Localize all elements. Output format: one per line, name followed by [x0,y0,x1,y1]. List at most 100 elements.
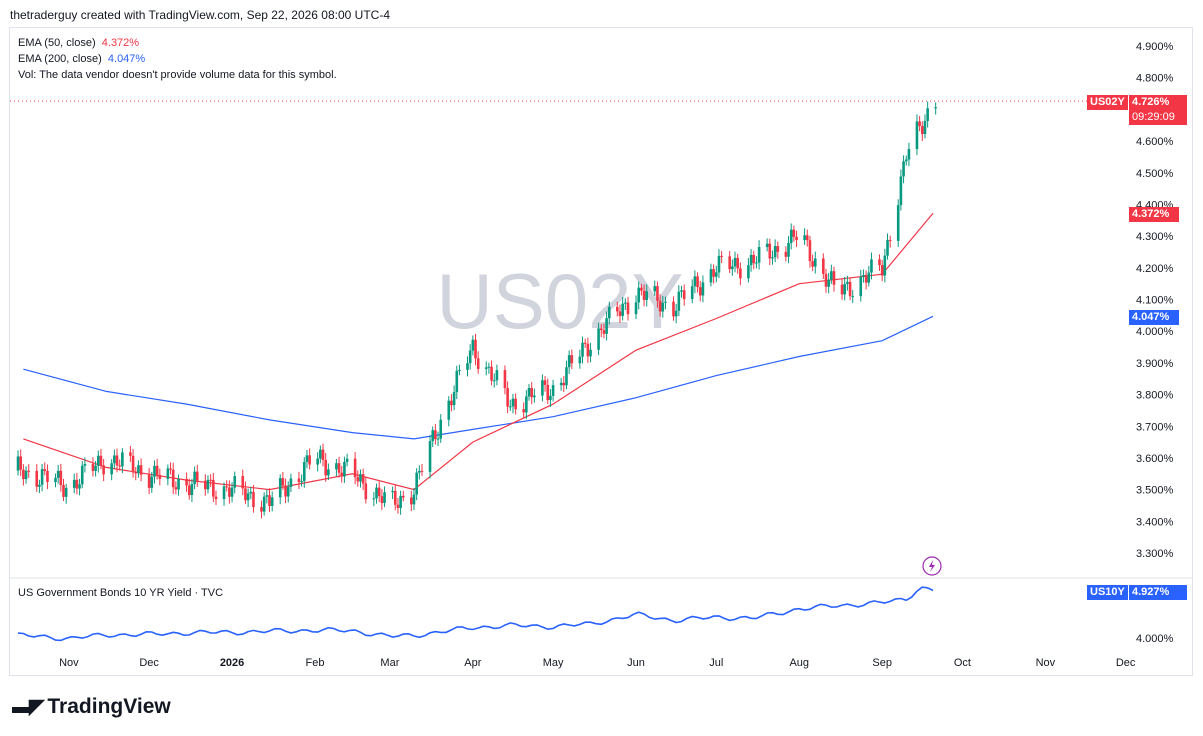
us10y-line [17,586,934,642]
candle [353,451,357,485]
candle [559,377,563,391]
candle [658,294,662,317]
candle [147,468,151,495]
ema50-value: 4.372% [101,37,140,49]
candle [38,479,41,493]
ema50-label: EMA (50, close) [18,37,96,49]
candle [281,471,285,490]
x-tick-label: Jun [627,657,645,669]
candle [492,373,496,388]
candle [583,338,587,348]
candle [434,424,437,445]
tradingview-logo-icon: ▬◤ [12,696,44,718]
candle [805,229,809,247]
candle [618,304,622,323]
candle [43,462,47,476]
candle [383,486,386,508]
candle [129,445,132,462]
candle [503,365,507,395]
candle [840,279,844,300]
candle [506,381,509,414]
candle [637,281,641,310]
x-tick-label: Dec [1116,657,1136,669]
candle [864,270,868,290]
candle [642,284,646,307]
candle [102,458,105,482]
sub-y-tick-label: 4.000% [1136,633,1174,645]
candle [888,235,892,248]
ema50-price-tag: 4.372% [1129,207,1179,222]
candle [195,464,199,487]
brand-name: TradingView [47,694,171,718]
x-tick-label: May [543,657,564,669]
candle [321,443,325,467]
candle [410,490,413,512]
candle [880,259,884,282]
candle [589,342,592,363]
candle [94,460,97,477]
candle [54,473,57,488]
chart-frame [9,27,1193,676]
candle [672,296,675,321]
candle [920,121,924,141]
candle [771,250,774,265]
symbol-watermark: US02Y [436,257,683,345]
candle [570,349,574,370]
candle [204,474,207,496]
candle [808,235,812,268]
us10y-legend[interactable]: US Government Bonds 10 YR Yield · TVC [18,587,224,599]
candle [121,448,124,474]
candle [907,142,911,167]
y-tick-label: 4.100% [1136,295,1174,307]
candle [327,463,330,481]
ema200-value: 4.047% [107,53,146,65]
candle [345,453,349,467]
candle [241,469,245,496]
candle [696,272,699,293]
ema200-line [23,315,934,440]
candle [431,426,435,448]
candle [436,431,440,447]
candle [490,360,493,386]
candle [284,478,287,504]
candle [640,283,643,296]
candle [468,344,472,370]
candle [380,489,384,510]
candle [789,223,793,250]
candle [302,457,306,488]
candle [412,488,416,511]
candle [878,254,881,271]
candle [848,278,852,301]
candle [399,490,402,515]
candle [551,379,555,402]
candle [270,491,274,512]
candle [843,277,847,301]
candle [626,296,630,321]
candle [870,252,873,280]
candle [792,225,796,242]
tradingview-logo[interactable]: ▬◤ TradingView [12,694,171,719]
candle [206,475,210,494]
candle [268,488,271,512]
candle [150,472,154,493]
candle [896,199,900,247]
candle [616,301,619,317]
candle [131,448,135,478]
candle [466,356,469,377]
candle [680,285,683,298]
candle [867,265,871,287]
candle [233,471,237,494]
ema50-legend[interactable]: EMA (50, close) 4.372% [18,35,337,51]
candle [677,285,681,317]
candle [830,264,833,284]
candle [902,155,905,184]
candle [674,303,678,324]
x-tick-label: Jul [709,657,723,669]
candle [96,450,100,473]
candle [530,382,533,405]
candle [244,481,247,505]
ema200-legend[interactable]: EMA (200, close) 4.047% [18,51,337,67]
candle [541,374,544,402]
candle [904,155,908,166]
